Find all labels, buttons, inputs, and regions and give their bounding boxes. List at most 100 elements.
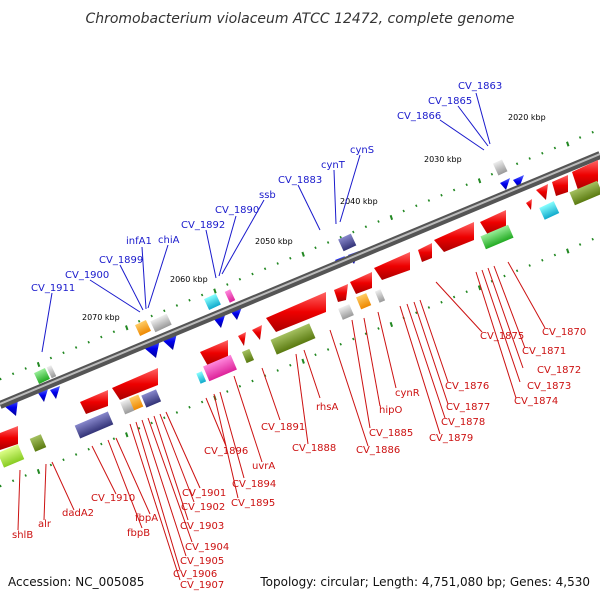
gene-block[interactable]: [129, 394, 144, 411]
gene-arrow[interactable]: [374, 252, 410, 280]
gene-label-cv1870[interactable]: CV_1870: [542, 327, 586, 338]
gene-label-cv1906[interactable]: CV_1906: [173, 569, 217, 580]
gene-label-cv1871[interactable]: CV_1871: [522, 346, 566, 357]
gene-label-cv1876[interactable]: CV_1876: [445, 381, 489, 392]
gene-block[interactable]: [539, 201, 560, 220]
gene-block[interactable]: [141, 389, 162, 408]
tick-mark: [238, 277, 242, 281]
gene-arrow[interactable]: [536, 184, 548, 200]
gene-arrow[interactable]: [112, 368, 158, 400]
tick-mark: [553, 253, 557, 257]
gene-label-cv1879[interactable]: CV_1879: [429, 433, 473, 444]
gene-label-shlb[interactable]: shlB: [12, 530, 33, 541]
gene-label-cv1902[interactable]: CV_1902: [181, 502, 225, 513]
gene-label-cv1863[interactable]: CV_1863: [458, 81, 502, 92]
tick-mark: [175, 304, 179, 307]
tick-mark: [87, 447, 90, 451]
gene-label-hipo[interactable]: hipO: [379, 405, 402, 416]
gene-block[interactable]: [492, 159, 508, 176]
gene-arrow[interactable]: [231, 307, 242, 320]
gene-label-cv1900[interactable]: CV_1900: [65, 270, 109, 281]
gene-arrow[interactable]: [526, 199, 532, 210]
gene-label-cv1878[interactable]: CV_1878: [441, 417, 485, 428]
gene-label-cv1886[interactable]: CV_1886: [356, 445, 400, 456]
gene-block[interactable]: [150, 313, 172, 333]
gene-block[interactable]: [569, 180, 600, 206]
gene-label-cynr[interactable]: cynR: [395, 388, 420, 399]
gene-label-fbpa[interactable]: fbpA: [135, 513, 158, 524]
tick-mark: [553, 146, 557, 150]
gene-label-cv1874[interactable]: CV_1874: [514, 396, 558, 407]
gene-label-chia[interactable]: chiA: [158, 235, 180, 246]
gene-arrow[interactable]: [500, 178, 510, 190]
gene-arrow[interactable]: [434, 222, 474, 252]
gene-block[interactable]: [196, 371, 207, 384]
gene-block[interactable]: [241, 348, 255, 364]
accession-text: Accession: NC_005085: [8, 575, 144, 589]
gene-label-cv1890[interactable]: CV_1890: [215, 205, 259, 216]
gene-label-cv1872[interactable]: CV_1872: [537, 365, 581, 376]
gene-block[interactable]: [34, 368, 50, 384]
gene-block[interactable]: [0, 444, 25, 468]
gene-label-cv1891[interactable]: CV_1891: [261, 422, 305, 433]
gene-label-alr[interactable]: alr: [38, 519, 52, 530]
gene-block[interactable]: [480, 224, 514, 250]
gene-label-cv1865[interactable]: CV_1865: [428, 96, 472, 107]
gene-label-cv1903[interactable]: CV_1903: [180, 521, 224, 532]
gene-label-infa1[interactable]: infA1: [126, 236, 152, 247]
gene-label-cv1896[interactable]: CV_1896: [204, 446, 248, 457]
gene-arrow[interactable]: [80, 390, 108, 414]
gene-label-cv1911[interactable]: CV_1911: [31, 283, 75, 294]
tick-mark: [364, 225, 368, 229]
gene-label-cv1895[interactable]: CV_1895: [231, 498, 275, 509]
gene-label-rhsa[interactable]: rhsA: [316, 402, 338, 413]
gene-label-dada2[interactable]: dadA2: [62, 508, 94, 519]
gene-label-cv1910[interactable]: CV_1910: [91, 493, 135, 504]
tick-mark: [200, 293, 204, 297]
gene-label-ssb[interactable]: ssb: [259, 190, 276, 201]
gene-block[interactable]: [338, 233, 357, 252]
gene-label-cv1888[interactable]: CV_1888: [292, 443, 336, 454]
gene-block[interactable]: [29, 434, 47, 452]
gene-label-cv1866[interactable]: CV_1866: [397, 111, 441, 122]
gene-block[interactable]: [338, 304, 354, 320]
gene-block[interactable]: [74, 411, 114, 439]
gene-label-uvra[interactable]: uvrA: [252, 461, 275, 472]
gene-arrow[interactable]: [252, 325, 262, 340]
gene-label-cv1894[interactable]: CV_1894: [232, 479, 276, 490]
gene-label-cv1877[interactable]: CV_1877: [446, 402, 490, 413]
gene-arrow[interactable]: [50, 386, 60, 399]
gene-label-cv1885[interactable]: CV_1885: [369, 428, 413, 439]
gene-label-cv1875[interactable]: CV_1875: [480, 331, 524, 342]
gene-block[interactable]: [46, 365, 57, 379]
gene-block[interactable]: [224, 289, 236, 303]
gene-label-cv1901[interactable]: CV_1901: [182, 488, 226, 499]
gene-arrow[interactable]: [162, 333, 177, 350]
gene-label-cv1899[interactable]: CV_1899: [99, 255, 143, 266]
gene-label-fbpb[interactable]: fbpB: [127, 528, 150, 539]
gene-block[interactable]: [356, 293, 372, 310]
gene-arrow[interactable]: [513, 175, 524, 188]
gene-label-cyns[interactable]: cynS: [350, 145, 374, 156]
gene-label-cv1873[interactable]: CV_1873: [527, 381, 571, 392]
gene-arrow[interactable]: [334, 284, 348, 302]
gene-block[interactable]: [204, 293, 221, 310]
gene-block[interactable]: [135, 320, 151, 336]
gene-arrow[interactable]: [418, 243, 432, 262]
gene-block[interactable]: [120, 398, 135, 415]
gene-label-cv1892[interactable]: CV_1892: [181, 220, 225, 231]
gene-arrow[interactable]: [350, 272, 372, 294]
gene-block[interactable]: [203, 354, 237, 382]
gene-block[interactable]: [270, 323, 316, 355]
gene-label-cv1905[interactable]: CV_1905: [180, 556, 224, 567]
gene-arrow[interactable]: [266, 292, 326, 332]
gene-label-cynt[interactable]: cynT: [321, 160, 346, 171]
gene-block[interactable]: [374, 289, 386, 303]
gene-label-cv1883[interactable]: CV_1883: [278, 175, 322, 186]
gene-arrow[interactable]: [572, 160, 598, 190]
gene-arrow[interactable]: [552, 175, 568, 196]
gene-arrow[interactable]: [238, 332, 246, 346]
gene-label-cv1907[interactable]: CV_1907: [180, 580, 224, 591]
gene-label-cv1904[interactable]: CV_1904: [185, 542, 229, 553]
gene-arrow[interactable]: [0, 426, 18, 450]
